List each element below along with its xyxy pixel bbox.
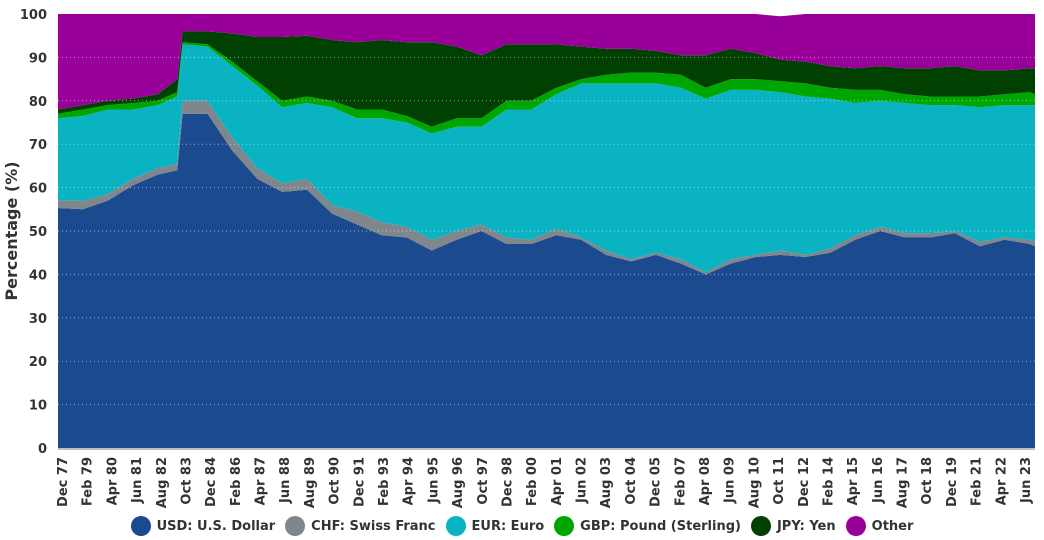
y-tick-label: 10 — [29, 399, 47, 414]
x-tick-label: Aug 03 — [599, 457, 614, 508]
legend-swatch-icon — [285, 516, 306, 536]
x-tick-label: Aug 96 — [451, 457, 466, 508]
x-tick-label: Apr 22 — [994, 457, 1009, 505]
x-tick-label: Jun 95 — [426, 457, 441, 504]
y-tick-label: 0 — [38, 442, 47, 457]
x-tick-label: Feb 07 — [673, 457, 688, 506]
legend-item[interactable]: JPY: Yen — [750, 516, 836, 536]
x-tick-label: Aug 10 — [747, 457, 762, 508]
x-tick-label: Oct 97 — [476, 457, 491, 505]
x-tick-label: Dec 12 — [797, 457, 812, 507]
x-tick-label: Dec 77 — [56, 457, 71, 507]
x-tick-label: Jun 09 — [723, 457, 738, 504]
x-tick-label: Feb 86 — [229, 457, 244, 506]
x-tick-label: Apr 94 — [402, 457, 417, 505]
x-tick-label: Apr 15 — [846, 457, 861, 505]
y-tick-label: 20 — [29, 355, 47, 370]
area-other — [58, 14, 1035, 110]
x-tick-label: Jun 81 — [130, 457, 145, 504]
x-tick-label: Dec 84 — [204, 457, 219, 507]
legend-label: EUR: Euro — [471, 518, 545, 534]
x-tick-label: Dec 19 — [945, 457, 960, 507]
x-tick-label: Aug 82 — [155, 457, 170, 508]
y-tick-label: 100 — [20, 8, 47, 23]
y-axis-label: Percentage (%) — [2, 161, 21, 300]
y-tick-label: 40 — [29, 268, 47, 283]
x-tick-label: Apr 08 — [698, 457, 713, 505]
y-tick-label: 50 — [29, 225, 47, 240]
area-usd — [58, 113, 1035, 449]
x-tick-label: Apr 01 — [550, 457, 565, 505]
y-tick-label: 70 — [29, 138, 47, 153]
x-tick-label: Feb 00 — [525, 457, 540, 506]
legend-label: USD: U.S. Dollar — [156, 518, 276, 534]
x-tick-label: Dec 98 — [500, 457, 515, 507]
stacked-area-chart: 0 10 20 30 40 50 60 70 80 90 100 Dec 77 Feb 79 Apr 8… — [2, 8, 1035, 508]
x-tick-label: Aug 89 — [303, 457, 318, 508]
x-tick-label: Feb 79 — [81, 457, 96, 506]
y-tick-label: 80 — [29, 95, 47, 110]
area-jpy — [58, 31, 1035, 127]
area-eur — [58, 44, 1035, 273]
y-tick-label: 30 — [29, 312, 47, 327]
x-tick-label: Aug 17 — [896, 457, 911, 508]
x-tick-label: Oct 11 — [772, 457, 787, 505]
legend-label: CHF: Swiss Franc — [311, 518, 436, 534]
legend-label: Other — [871, 518, 914, 534]
y-tick-label: 60 — [29, 182, 47, 197]
legend: USD: U.S. Dollar CHF: Swiss Franc EUR: Eur… — [0, 516, 1044, 536]
x-tick-label: Feb 21 — [970, 457, 985, 506]
legend-swatch-icon — [554, 516, 575, 536]
x-tick-label: Dec 05 — [649, 457, 664, 507]
x-tick-label: Jun 23 — [1019, 457, 1034, 504]
legend-item[interactable]: USD: U.S. Dollar — [130, 516, 276, 536]
legend-item[interactable]: GBP: Pound (Sterling) — [554, 516, 741, 536]
legend-swatch-icon — [750, 516, 771, 536]
legend-swatch-icon — [445, 516, 466, 536]
legend-swatch-icon — [130, 516, 151, 536]
legend-label: JPY: Yen — [776, 518, 836, 534]
x-tick-label: Jun 16 — [871, 457, 886, 504]
legend-item[interactable]: CHF: Swiss Franc — [285, 516, 436, 536]
x-tick-label: Apr 87 — [254, 457, 269, 505]
x-tick-label: Oct 04 — [624, 457, 639, 505]
x-tick-label: Dec 91 — [352, 457, 367, 507]
x-tick-label: Feb 93 — [377, 457, 392, 506]
x-tick-label: Apr 80 — [105, 457, 120, 505]
legend-item[interactable]: EUR: Euro — [445, 516, 545, 536]
x-tick-label: Feb 14 — [821, 457, 836, 506]
legend-swatch-icon — [845, 516, 866, 536]
x-tick-label: Jun 02 — [575, 457, 590, 504]
x-tick-label: Oct 18 — [920, 457, 935, 505]
legend-label: GBP: Pound (Sterling) — [580, 518, 741, 534]
legend-item[interactable]: Other — [845, 516, 914, 536]
x-tick-label: Oct 90 — [328, 457, 343, 505]
x-tick-label: Jun 88 — [278, 457, 293, 504]
x-tick-label: Oct 83 — [179, 457, 194, 505]
y-tick-label: 90 — [29, 51, 47, 66]
